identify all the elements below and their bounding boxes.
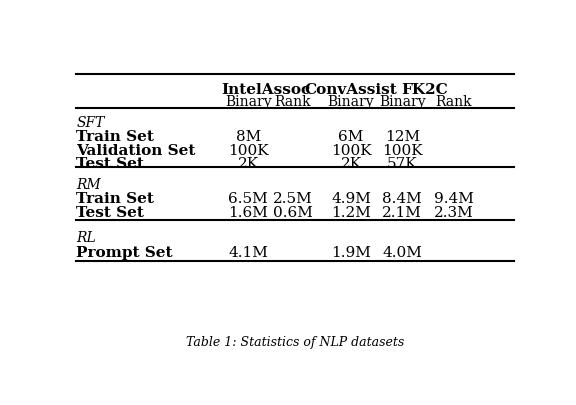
Text: 1.6M: 1.6M	[229, 206, 268, 220]
Text: 100K: 100K	[331, 143, 372, 157]
Text: Binary: Binary	[328, 95, 374, 109]
Text: IntelAssoc: IntelAssoc	[222, 83, 311, 97]
Text: Table 1: Statistics of NLP datasets: Table 1: Statistics of NLP datasets	[186, 335, 404, 348]
Text: 57K: 57K	[387, 157, 418, 171]
Text: 2K: 2K	[238, 157, 259, 171]
Text: 100K: 100K	[228, 143, 268, 157]
Text: 8M: 8M	[236, 130, 261, 143]
Text: Validation Set: Validation Set	[77, 143, 196, 157]
Text: RL: RL	[77, 231, 96, 245]
Text: Train Set: Train Set	[77, 130, 154, 143]
Text: Rank: Rank	[275, 95, 311, 109]
Text: 2.5M: 2.5M	[273, 191, 313, 205]
Text: Train Set: Train Set	[77, 191, 154, 205]
Text: 4.0M: 4.0M	[382, 245, 422, 259]
Text: 2K: 2K	[340, 157, 362, 171]
Text: Prompt Set: Prompt Set	[77, 245, 173, 259]
Text: 6M: 6M	[338, 130, 363, 143]
Text: 1.2M: 1.2M	[331, 206, 371, 220]
Text: 2.1M: 2.1M	[382, 206, 422, 220]
Text: 8.4M: 8.4M	[382, 191, 422, 205]
Text: 6.5M: 6.5M	[229, 191, 268, 205]
Text: 1.9M: 1.9M	[331, 245, 371, 259]
Text: Binary: Binary	[379, 95, 426, 109]
Text: Test Set: Test Set	[77, 206, 145, 220]
Text: 9.4M: 9.4M	[434, 191, 473, 205]
Text: Test Set: Test Set	[77, 157, 145, 171]
Text: 0.6M: 0.6M	[273, 206, 313, 220]
Text: Rank: Rank	[435, 95, 472, 109]
Text: 100K: 100K	[382, 143, 423, 157]
Text: 12M: 12M	[385, 130, 420, 143]
Text: FK2C: FK2C	[401, 83, 448, 97]
Text: RM: RM	[77, 177, 101, 191]
Text: 2.3M: 2.3M	[434, 206, 473, 220]
Text: SFT: SFT	[77, 116, 105, 130]
Text: ConvAssist: ConvAssist	[305, 83, 397, 97]
Text: 4.9M: 4.9M	[331, 191, 371, 205]
Text: Binary: Binary	[225, 95, 272, 109]
Text: 4.1M: 4.1M	[229, 245, 268, 259]
